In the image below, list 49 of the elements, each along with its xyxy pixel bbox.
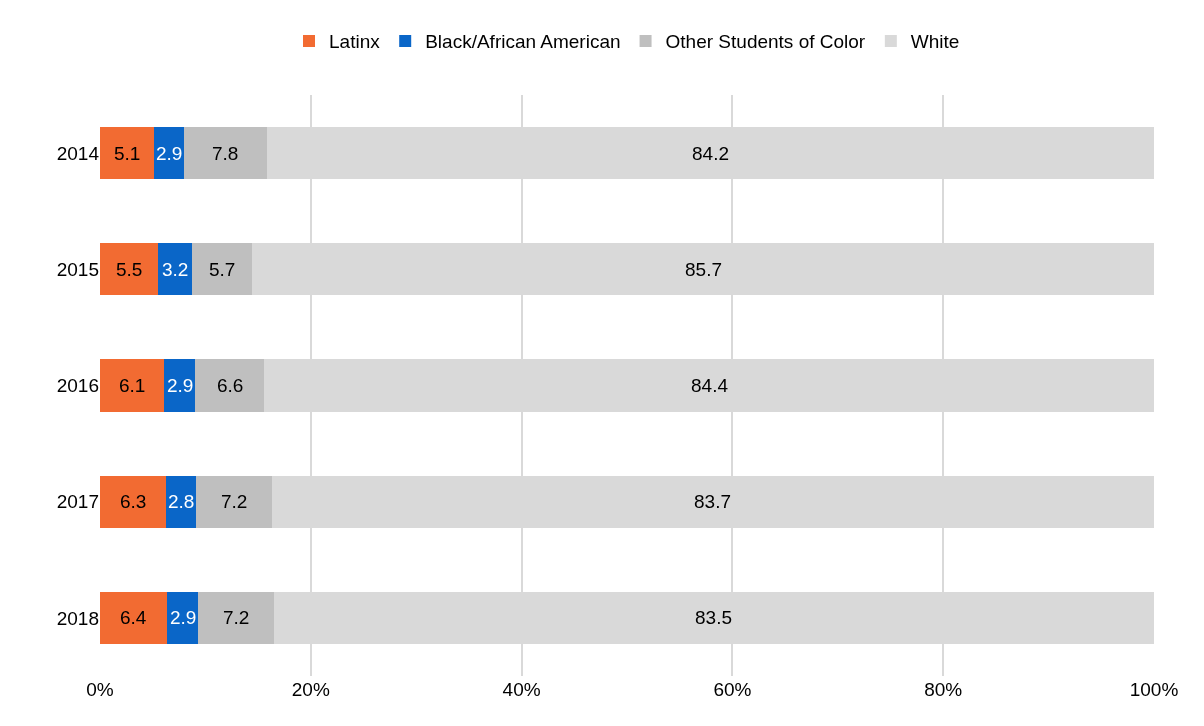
bar bbox=[198, 591, 274, 645]
y-tick-label: 2014 bbox=[56, 142, 100, 164]
data-label: 84.4 bbox=[691, 375, 729, 396]
bar bbox=[157, 243, 192, 296]
bar bbox=[100, 475, 167, 528]
bar bbox=[167, 591, 199, 645]
bar bbox=[166, 475, 196, 528]
data-label: 5.7 bbox=[209, 259, 236, 280]
bar bbox=[164, 359, 195, 412]
data-label: 7.8 bbox=[212, 143, 239, 164]
data-label: 83.5 bbox=[695, 607, 732, 628]
bar bbox=[191, 243, 252, 296]
bar bbox=[100, 243, 158, 296]
bar bbox=[195, 475, 272, 528]
bar bbox=[100, 126, 154, 180]
data-label: 6.3 bbox=[120, 491, 147, 512]
data-label: 85.7 bbox=[685, 259, 722, 280]
data-label: 7.2 bbox=[223, 607, 250, 628]
legend-label: White bbox=[910, 31, 960, 53]
y-tick-label: 2018 bbox=[56, 607, 99, 629]
data-label: 5.5 bbox=[116, 259, 143, 280]
data-label: 6.4 bbox=[120, 607, 147, 628]
x-tick-label: 40% bbox=[502, 679, 541, 700]
data-label: 2.9 bbox=[170, 607, 197, 628]
x-tick-label: 80% bbox=[924, 679, 963, 700]
bar bbox=[100, 591, 168, 645]
y-tick-label: 2017 bbox=[56, 491, 99, 513]
x-tick-label: 20% bbox=[291, 679, 330, 700]
bar bbox=[100, 359, 165, 412]
legend-label: Black/African American bbox=[425, 31, 621, 53]
bar bbox=[184, 126, 267, 180]
data-label: 84.2 bbox=[692, 143, 729, 164]
x-tick-label: 0% bbox=[86, 679, 114, 700]
data-label: 5.1 bbox=[114, 143, 141, 164]
data-label: 2.8 bbox=[168, 491, 195, 512]
data-label: 2.9 bbox=[156, 143, 183, 164]
legend-label: Latinx bbox=[329, 31, 381, 53]
data-label: 2.9 bbox=[167, 375, 194, 396]
data-label: 3.2 bbox=[162, 259, 189, 280]
bar bbox=[194, 359, 265, 412]
legend-label: Other Students of Color bbox=[665, 31, 866, 53]
data-label: 6.6 bbox=[217, 375, 244, 396]
data-label: 83.7 bbox=[694, 491, 731, 512]
x-tick-label: 60% bbox=[713, 679, 752, 700]
data-label: 6.1 bbox=[119, 375, 146, 396]
data-label: 7.2 bbox=[221, 491, 248, 512]
x-tick-label: 100% bbox=[1129, 679, 1179, 700]
y-tick-label: 2016 bbox=[56, 375, 99, 397]
y-tick-label: 2015 bbox=[56, 258, 99, 280]
